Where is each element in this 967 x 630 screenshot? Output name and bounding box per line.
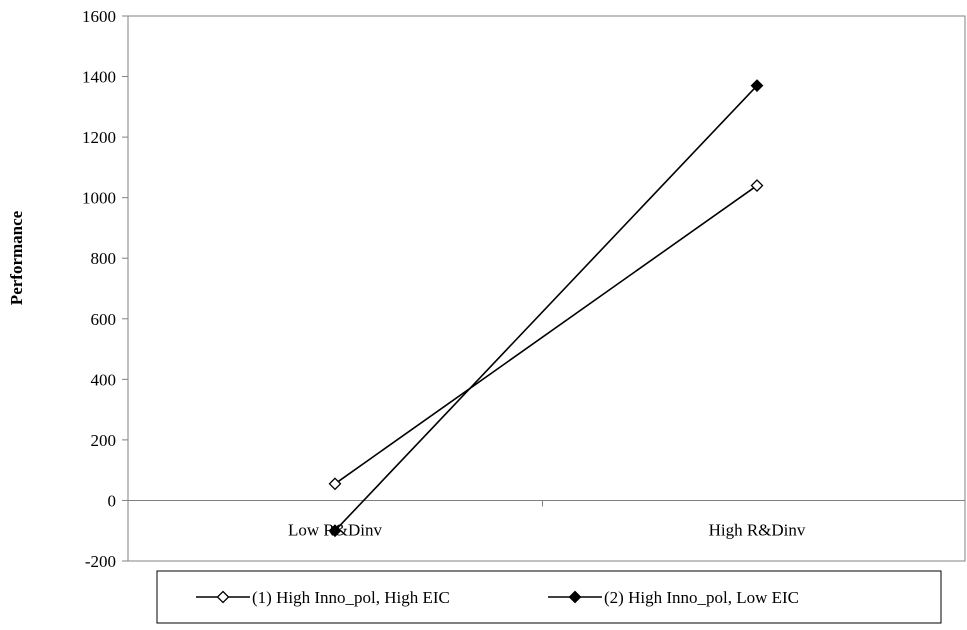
y-tick-label: 1600: [82, 7, 116, 26]
series-line: [334, 85, 758, 532]
x-tick-label: High R&Dinv: [709, 520, 806, 539]
series-1: [328, 179, 764, 491]
plot-border: [127, 15, 966, 562]
series-2: [328, 79, 764, 538]
x-axis: Low R&Dinv High R&Dinv: [127, 499, 966, 539]
plot-area: [127, 15, 966, 562]
series-line: [334, 184, 758, 485]
data-point: [328, 477, 342, 491]
legend-marker: [568, 590, 582, 604]
data-point: [750, 79, 764, 93]
y-tick-label: 200: [91, 431, 117, 450]
y-tick-label: 0: [108, 491, 117, 510]
y-tick-label: 1200: [82, 128, 116, 147]
data-point: [750, 179, 764, 192]
y-tick-label: 800: [91, 249, 117, 268]
legend-label: (2) High Inno_pol, Low EIC: [604, 588, 799, 607]
legend-item-2: (2) High Inno_pol, Low EIC: [548, 588, 799, 607]
y-tick-label: 1400: [82, 68, 116, 87]
y-axis-title: Performance: [7, 210, 26, 305]
legend-marker: [216, 590, 230, 604]
y-tick-label: 1000: [82, 189, 116, 208]
legend: (1) High Inno_pol, High EIC (2) High Inno…: [156, 570, 942, 624]
y-axis: -200 0 200 400 600 800 1000 1200 1400 1600: [82, 7, 129, 571]
y-tick-label: 600: [91, 310, 117, 329]
data-point: [328, 524, 342, 538]
y-tick-label: 400: [91, 370, 117, 389]
legend-item-1: (1) High Inno_pol, High EIC: [196, 588, 450, 607]
y-tick-label: -200: [85, 552, 116, 571]
series-layer: [328, 79, 764, 538]
legend-label: (1) High Inno_pol, High EIC: [252, 588, 450, 607]
